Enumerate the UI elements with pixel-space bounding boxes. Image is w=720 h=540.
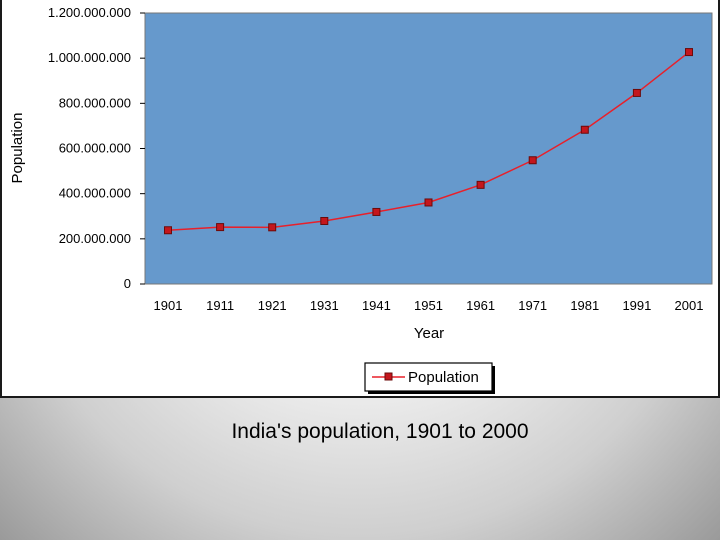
y-tick-label: 600.000.000 [59,141,131,156]
plot-area [144,12,713,285]
x-tick-label: 1941 [362,298,391,313]
x-axis-ticks: 1901 1911 1921 1931 1941 1951 1961 1971 1981 1991… [154,298,704,313]
data-point-marker [268,223,277,232]
data-point-marker [476,180,485,189]
y-tick-label: 400.000.000 [59,186,131,201]
data-point-marker [164,226,172,235]
data-point-marker [372,207,381,216]
x-tick-label: 1901 [154,298,183,313]
x-tick-label: 1911 [206,298,234,313]
y-tick-label: 1.000.000.000 [48,50,131,65]
x-axis-title: Year [414,325,444,342]
y-tick-label: 200.000.000 [59,231,131,246]
chart-panel: 0 200.000.000 400.000.000 600.000.000 800.00… [0,0,720,398]
x-tick-label: 1951 [414,298,443,313]
x-tick-label: 1981 [570,298,599,313]
data-point-marker [424,198,433,207]
series-markers [164,48,693,235]
y-tick-label: 1.200.000.000 [48,5,131,20]
data-point-marker [216,223,225,232]
x-tick-label: 1991 [622,298,651,313]
population-chart: 0 200.000.000 400.000.000 600.000.000 800.00… [9,5,713,394]
y-tick-label: 800.000.000 [59,95,131,110]
data-point-marker [685,48,693,57]
y-axis-ticks: 0 200.000.000 400.000.000 600.000.000 800.00… [48,5,145,291]
y-axis-title: Population [9,113,26,184]
x-tick-label: 1931 [310,298,339,313]
data-point-marker [528,156,537,165]
x-tick-label: 2001 [675,298,704,313]
x-tick-label: 1961 [466,298,495,313]
data-point-marker [320,216,329,225]
x-tick-label: 1921 [258,298,287,313]
x-tick-label: 1971 [518,298,547,313]
data-point-marker [632,88,641,97]
y-tick-label: 0 [124,276,131,291]
legend-marker-swatch [384,372,393,381]
legend-label: Population [408,369,479,386]
slide-caption: India's population, 1901 to 2000 [231,420,529,443]
legend: Population [364,362,495,394]
data-point-marker [580,125,589,134]
